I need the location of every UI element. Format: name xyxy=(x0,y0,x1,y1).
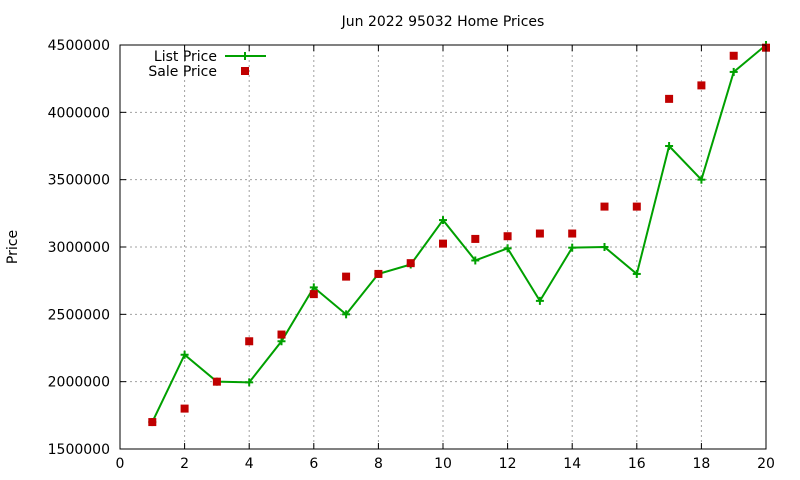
sale-price-point xyxy=(600,202,609,211)
x-tick-label: 8 xyxy=(374,456,383,472)
list-price-point xyxy=(342,310,351,319)
list-price-point xyxy=(600,243,609,251)
x-tick-label: 20 xyxy=(757,456,775,472)
x-tick-label: 2 xyxy=(180,456,189,472)
list-price-point xyxy=(245,378,254,387)
legend-label-sale-price: Sale Price xyxy=(148,64,217,80)
list-price-point xyxy=(535,296,544,305)
y-tick-label: 1500000 xyxy=(48,442,110,458)
sale-price-point xyxy=(503,232,512,241)
x-tick-label: 14 xyxy=(563,456,581,472)
sale-price-point xyxy=(374,269,383,278)
sale-price-point xyxy=(406,259,415,268)
y-tick-label: 2000000 xyxy=(48,375,110,391)
y-tick-label: 3000000 xyxy=(48,240,110,256)
y-tick-label: 3500000 xyxy=(48,173,110,189)
list-price-point xyxy=(503,244,512,253)
y-tick-label: 4000000 xyxy=(48,105,110,121)
list-price-point xyxy=(568,243,577,252)
list-price-point xyxy=(697,175,706,184)
sale-price-point xyxy=(439,239,447,248)
legend-sample-sale-price xyxy=(241,67,249,75)
sale-price-point xyxy=(729,51,738,60)
chart-title: Jun 2022 95032 Home Prices xyxy=(341,14,545,30)
x-tick-label: 0 xyxy=(116,456,125,472)
sale-price-point xyxy=(535,229,544,238)
list-price-point xyxy=(439,216,447,225)
axis-ticks: 0 2 4 6 8 10 12 14 16 18 20 1500000 2000000 2500000 30… xyxy=(48,38,775,472)
legend: List Price Sale Price xyxy=(148,49,266,80)
x-tick-label: 6 xyxy=(309,456,318,472)
sale-price-point xyxy=(632,202,641,211)
list-price-line xyxy=(151,44,767,423)
sale-price-point xyxy=(148,418,157,427)
y-tick-label: 2500000 xyxy=(48,307,110,323)
sale-price-point xyxy=(180,404,189,413)
x-tick-label: 10 xyxy=(434,456,452,472)
sale-price-point xyxy=(471,234,480,243)
sale-price-point xyxy=(342,272,351,281)
sale-price-point xyxy=(212,377,221,386)
list-price-point xyxy=(632,269,641,278)
sale-price-point xyxy=(697,81,706,90)
x-tick-label: 4 xyxy=(245,456,254,472)
series-layer xyxy=(148,41,770,427)
legend-label-list-price: List Price xyxy=(154,49,217,65)
x-tick-label: 16 xyxy=(628,456,646,472)
list-price-point xyxy=(665,142,674,150)
sale-price-point xyxy=(277,330,286,339)
list-price-point xyxy=(471,256,480,265)
sale-price-point xyxy=(309,290,318,299)
y-tick-label: 4500000 xyxy=(48,38,110,54)
x-tick-label: 12 xyxy=(499,456,517,472)
list-price-point xyxy=(729,67,738,76)
list-price-point xyxy=(277,337,286,346)
sale-price-point xyxy=(245,337,254,346)
list-price-point xyxy=(309,283,318,292)
y-axis-label: Price xyxy=(5,230,21,264)
list-price-point xyxy=(180,350,189,359)
sale-price-point xyxy=(568,229,577,238)
x-tick-label: 18 xyxy=(692,456,710,472)
sale-price-point xyxy=(665,94,674,103)
